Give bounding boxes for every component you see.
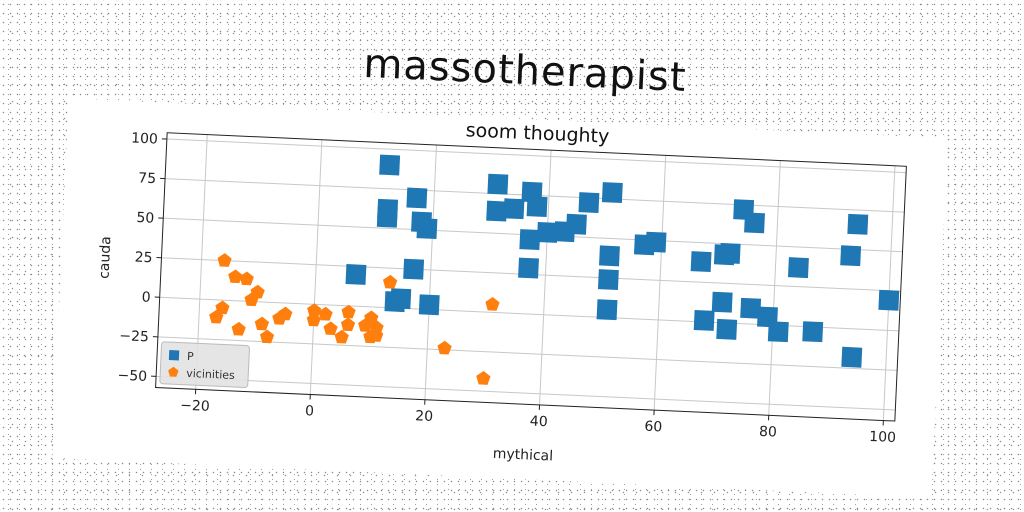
x-tick-label: 100 [869,429,896,446]
data-point-series-0 [878,289,900,311]
data-point-series-0 [645,231,667,253]
data-point-series-0 [518,257,539,279]
data-point-series-0 [536,221,558,243]
data-point-series-0 [711,291,733,313]
data-point-series-0 [719,242,741,264]
data-point-series-0 [406,187,428,209]
data-point-series-0 [716,318,738,340]
data-point-series-0 [740,297,762,319]
data-point-series-1 [254,316,270,331]
data-point-series-1 [476,371,491,385]
x-tick-label: 60 [644,419,663,436]
data-point-series-0 [345,264,367,285]
data-point-series-0 [503,198,525,220]
data-point-series-0 [416,218,438,240]
data-point-series-1 [364,310,379,325]
legend-label: P [187,350,195,363]
data-point-series-0 [601,182,623,204]
y-axis-label: cauda [96,236,114,279]
data-point-series-1 [323,321,338,336]
data-point-series-0 [744,212,765,234]
x-gridline [424,144,437,400]
data-point-series-0 [847,213,869,235]
legend-marker [168,366,179,377]
y-tick-label: −50 [117,368,147,385]
data-point-series-0 [841,346,863,368]
x-gridline [309,139,323,395]
x-gridline [653,155,667,411]
data-point-series-0 [597,269,619,291]
x-tick-label: −20 [180,398,210,415]
y-gridline [157,336,898,371]
data-point-series-1 [340,317,356,332]
data-point-series-0 [802,321,824,343]
x-gridline [539,150,552,405]
data-point-series-1 [437,340,452,355]
data-point-series-0 [596,299,618,321]
data-point-series-0 [403,258,425,280]
data-point-series-1 [369,328,384,342]
data-point-series-0 [840,245,862,267]
chart-subtitle: soom thoughty [465,119,610,147]
legend-box [159,341,250,389]
x-tick-label: 0 [305,403,315,419]
legend-marker [168,350,180,361]
data-point-series-1 [341,304,356,319]
data-point-series-0 [376,206,398,228]
data-point-series-1 [217,253,232,267]
x-tick-label: 40 [529,413,548,430]
data-point-series-1 [383,274,398,289]
data-point-series-1 [334,329,349,344]
data-point-series-0 [487,173,509,195]
data-point-series-0 [379,154,401,176]
data-point-series-0 [418,294,440,316]
x-gridline [768,160,781,416]
data-point-series-0 [693,309,715,331]
data-points [209,154,900,385]
data-point-series-1 [215,300,230,315]
x-tick-label: 80 [759,424,778,441]
data-point-series-1 [209,309,224,324]
axis-ticks: −20 0 20 40 60 80 100 −50 −25 0 25 50 75 100 [117,130,896,446]
x-tick-label: 20 [415,408,434,425]
data-point-series-0 [690,251,712,273]
data-point-series-0 [578,192,600,214]
y-tick-label: 100 [131,130,158,147]
x-axis-label: mythical [492,446,553,465]
data-point-series-1 [231,321,246,336]
data-point-series-0 [599,245,620,267]
y-gridline [156,375,896,411]
y-tick-label: −25 [119,328,149,345]
data-point-series-1 [228,269,243,284]
data-point-series-1 [318,306,333,321]
y-tick-label: 75 [138,170,157,187]
data-point-series-0 [526,196,548,218]
data-point-series-1 [306,312,321,327]
data-point-series-0 [767,321,789,343]
data-point-series-1 [244,292,259,307]
data-point-series-1 [239,271,254,286]
data-point-series-0 [486,200,508,222]
y-tick-label: 0 [141,289,151,305]
y-tick-label: 50 [136,210,155,227]
y-gridline [166,138,907,174]
y-tick-label: 25 [134,250,153,267]
scatter-chart: soom thoughty −20 0 20 40 60 80 100 −50 −25 0 25 50… [96,119,907,465]
plot-border [155,132,907,422]
data-point-series-1 [485,296,500,311]
chart-frame: soom thoughty −20 0 20 40 60 80 100 −50 −25 0 25 50… [52,98,948,498]
legend-label: vicinities [186,367,235,382]
data-point-series-1 [260,329,275,344]
data-point-series-1 [307,303,322,317]
data-point-series-0 [390,288,412,310]
data-point-series-0 [519,229,541,251]
data-point-series-0 [787,257,809,279]
data-point-series-0 [566,213,587,235]
data-point-series-1 [278,306,293,321]
